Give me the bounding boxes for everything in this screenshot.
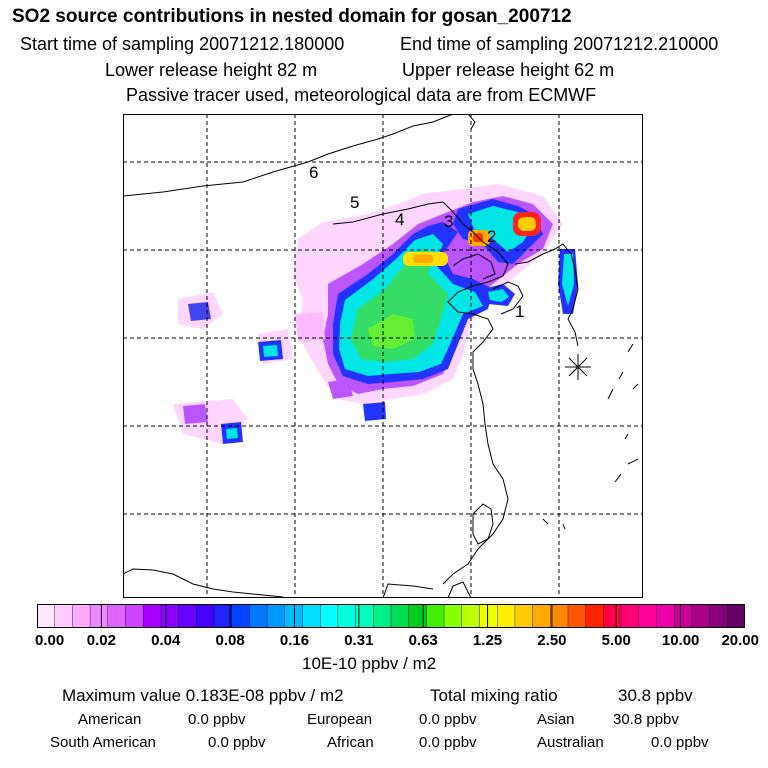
colorbar-cell	[266, 604, 286, 628]
region-label-4: 4	[395, 210, 404, 229]
colorbar-cell	[638, 604, 658, 628]
colorbar-tick-label: 20.00	[721, 632, 759, 649]
colorbar-cell	[213, 604, 233, 628]
upper-release-height-label: Upper release height 62 m	[402, 60, 615, 80]
region-label-2: 2	[487, 227, 496, 246]
colorbar-tick-label: 0.08	[215, 632, 245, 649]
total-mixing-label: Total mixing ratio	[430, 686, 558, 705]
colorbar-cell	[426, 604, 445, 628]
colorbar-cell	[231, 604, 251, 628]
colorbar-cell	[550, 604, 569, 628]
colorbar-cell	[72, 604, 91, 628]
region-name-african: African	[327, 734, 374, 751]
colorbar-cell	[107, 604, 127, 628]
colorbar-tick-label: 0.00	[35, 632, 65, 649]
coastlines	[123, 114, 639, 598]
colorbar-tick-label: 0.04	[151, 632, 181, 649]
colorbar-cell	[585, 604, 605, 628]
region-value-european: 0.0 ppbv	[419, 711, 477, 728]
tracer-note: Passive tracer used, meteorological data…	[126, 85, 597, 105]
lower-release-height-label: Lower release height 82 m	[105, 60, 318, 80]
colorbar-cell	[178, 604, 198, 628]
region-value-american: 0.0 ppbv	[188, 711, 246, 728]
region-value-african: 0.0 ppbv	[419, 734, 477, 751]
colorbar-cell	[479, 604, 498, 628]
receptor-marker	[565, 354, 591, 380]
colorbar-cell	[390, 604, 410, 628]
region-label-3: 3	[444, 212, 453, 231]
colorbar-cell	[320, 604, 339, 628]
colorbar-unit: 10E-10 ppbv / m2	[302, 654, 437, 673]
region-name-south-american: South American	[50, 734, 156, 751]
colorbar-cell	[89, 604, 109, 628]
colorbar-cell	[54, 604, 74, 628]
contribution-map: 1 2 3 4 5 6	[123, 114, 643, 598]
colorbar-cell	[302, 604, 321, 628]
region-label-1: 1	[515, 302, 524, 321]
colorbar-cell	[373, 604, 392, 628]
colorbar-cell	[674, 604, 693, 628]
region-value-asian: 30.8 ppbv	[613, 711, 679, 728]
colorbar-cell	[603, 604, 622, 628]
colorbar-tick-label: 0.02	[86, 632, 116, 649]
colorbar-cell	[125, 604, 144, 628]
colorbar-cell	[284, 604, 304, 628]
colorbar-cell	[196, 604, 215, 628]
colorbar	[37, 604, 745, 628]
colorbar-tick-label: 0.63	[408, 632, 438, 649]
region-value-australian: 0.0 ppbv	[651, 734, 709, 751]
colorbar-cell	[656, 604, 675, 628]
colorbar-cell	[337, 604, 357, 628]
colorbar-tick-label: 0.16	[279, 632, 310, 649]
colorbar-cell	[408, 604, 428, 628]
lat-lon-grid	[123, 114, 643, 598]
colorbar-cell	[443, 604, 463, 628]
end-time-label: End time of sampling 20071212.210000	[400, 34, 719, 54]
max-value-label: Maximum value 0.183E-08 ppbv / m2	[62, 686, 344, 705]
colorbar-cell	[514, 604, 534, 628]
region-label-5: 5	[350, 193, 359, 212]
colorbar-cell	[567, 604, 587, 628]
colorbar-cell	[37, 604, 56, 628]
figure-title: SO2 source contributions in nested domai…	[12, 6, 572, 27]
region-value-south-american: 0.0 ppbv	[208, 734, 266, 751]
colorbar-cell	[461, 604, 481, 628]
colorbar-cell	[249, 604, 268, 628]
region-name-asian: Asian	[537, 711, 575, 728]
total-mixing-value: 30.8 ppbv	[618, 686, 693, 705]
colorbar-cell	[620, 604, 640, 628]
colorbar-cell	[709, 604, 728, 628]
colorbar-tick-label: 5.00	[601, 632, 631, 649]
colorbar-cell	[691, 604, 711, 628]
colorbar-cell	[160, 604, 180, 628]
colorbar-tick-label: 10.00	[661, 632, 700, 649]
region-name-australian: Australian	[537, 734, 604, 751]
region-name-european: European	[307, 711, 373, 728]
region-name-american: American	[78, 711, 142, 728]
colorbar-cell	[497, 604, 516, 628]
colorbar-cell	[142, 604, 162, 628]
colorbar-tick-label: 1.25	[472, 632, 503, 649]
colorbar-cell	[727, 604, 745, 628]
colorbar-cell	[532, 604, 552, 628]
region-label-6: 6	[309, 163, 318, 182]
colorbar-tick-label: 2.50	[537, 632, 567, 649]
start-time-label: Start time of sampling 20071212.180000	[20, 34, 345, 54]
colorbar-tick-label: 0.31	[344, 632, 374, 649]
